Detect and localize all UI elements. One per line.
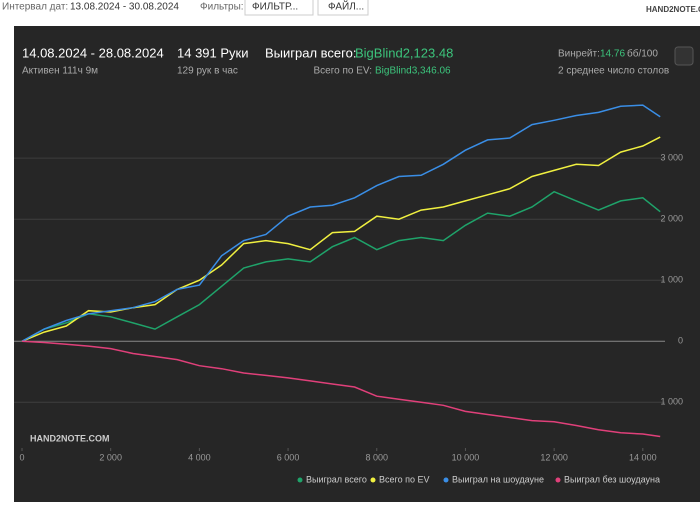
filter-button[interactable] [244, 0, 314, 16]
legend-marker [443, 477, 449, 483]
legend-label: Выиграл на шоудауне [452, 474, 544, 484]
ev-value: BigBlind3,346.06 [375, 66, 451, 77]
filters-label: Фильтры: [200, 2, 244, 13]
y-tick-label: 3 000 [660, 153, 683, 163]
legend-label: Выиграл всего [306, 474, 367, 484]
x-tick-label: 12 000 [540, 452, 568, 462]
winrate-label: Винрейт: [558, 49, 600, 60]
tables: 2 среднее число столов [558, 66, 669, 77]
y-tick-label: 1 000 [660, 397, 683, 407]
logo: HAND2NOTE.COM [646, 5, 700, 14]
y-tick-label: 0 [678, 336, 683, 346]
panel [14, 26, 700, 502]
interval[interactable]: 13.08.2024 - 30.08.2024 [70, 2, 179, 13]
series-line [21, 340, 661, 438]
winrate-unit: бб/100 [627, 48, 658, 60]
y-tick-label: 1 000 [660, 275, 683, 285]
ev-label: Всего по EV: [313, 66, 372, 77]
y-tick-label: 2 000 [660, 214, 683, 224]
hands-per-hour: 129 рук в час [177, 66, 238, 77]
legend-marker [555, 477, 561, 483]
legend-marker [370, 477, 376, 483]
settings-button[interactable] [674, 46, 694, 66]
won-label: Выиграл всего: [265, 45, 356, 60]
series-line [21, 104, 661, 342]
series-line [21, 190, 661, 342]
x-tick-label: 8 000 [365, 452, 388, 462]
x-tick-label: 0 [19, 452, 24, 462]
winrate-value: 14.76 [600, 49, 625, 60]
legend-label: Выиграл без шоудауна [564, 474, 660, 484]
plot: 1 000 0 1 000 2 000 3 000 0 2 000 4 000 6 000 8 0… [14, 104, 683, 484]
legend-label: Всего по EV [379, 474, 429, 484]
x-tick-label: 10 000 [452, 452, 480, 462]
won-value: BigBlind2,123.48 [355, 45, 453, 60]
interval-label: Интервал дат: [2, 2, 68, 13]
x-tick-label: 2 000 [99, 452, 122, 462]
period: 14.08.2024 - 28.08.2024 [22, 45, 164, 60]
x-tick-label: 6 000 [277, 452, 300, 462]
active: Активен 111ч 9м [22, 66, 98, 77]
file-button-text[interactable]: ФАЙЛ... [328, 0, 364, 13]
file-button[interactable] [317, 0, 369, 16]
x-tick-label: 4 000 [188, 452, 211, 462]
x-tick-label: 14 000 [629, 452, 657, 462]
hands: 14 391 Руки [177, 45, 249, 60]
legend-marker [297, 477, 303, 483]
filter-button-text[interactable]: ФИЛЬТР... [252, 2, 298, 13]
watermark: HAND2NOTE.COM [30, 433, 110, 443]
